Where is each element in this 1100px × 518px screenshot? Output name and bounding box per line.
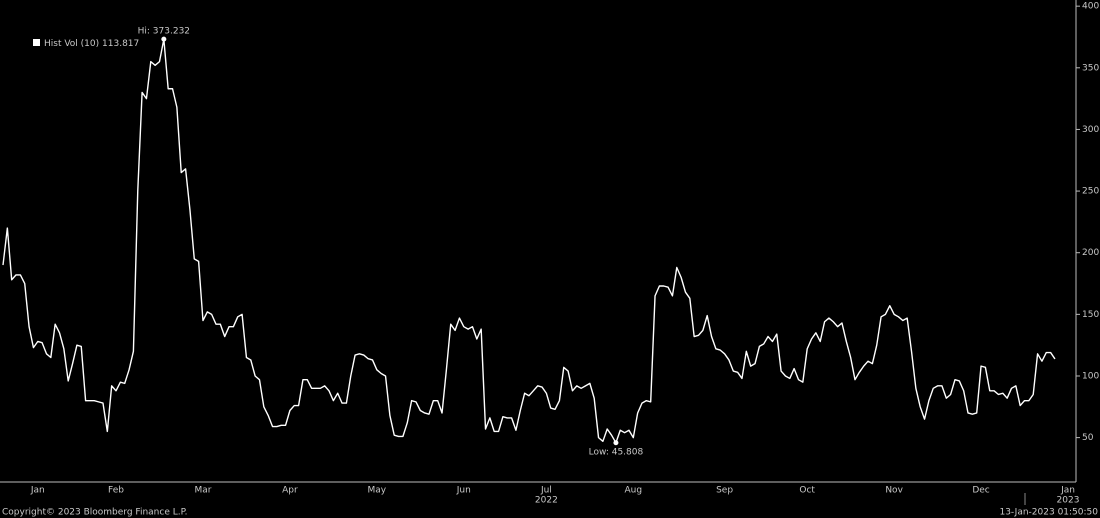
x-tick-label: Oct [799, 486, 815, 496]
legend-label: Hist Vol (10) 113.817 [44, 39, 139, 49]
x-tick-label: Dec [972, 486, 989, 496]
x-tick-label: Apr [282, 486, 298, 496]
high-marker [161, 36, 167, 42]
x-tick-label: Jul [540, 486, 552, 496]
low-marker [613, 440, 619, 446]
x-tick-label: Aug [625, 486, 643, 496]
y-tick-label: 250 [1082, 187, 1099, 197]
year-label: 2023 [1057, 496, 1080, 506]
y-tick-label: 350 [1082, 63, 1099, 73]
y-tick-label: 100 [1082, 371, 1099, 381]
legend-swatch [33, 39, 40, 46]
x-tick-label: Jan [30, 486, 45, 496]
y-tick-label: 150 [1082, 310, 1099, 320]
x-tick-label: May [368, 486, 387, 496]
x-tick-label: Jan [1060, 486, 1075, 496]
legend-box [28, 34, 142, 52]
low-label: Low: 45.808 [589, 447, 644, 457]
legend: Hist Vol (10) 113.817 [28, 34, 142, 52]
y-tick-label: 400 [1082, 2, 1099, 12]
x-tick-label: Sep [716, 486, 733, 496]
series-line [2, 38, 1056, 444]
legend-name: Hist Vol (10) [44, 39, 99, 49]
x-tick-label: Feb [108, 486, 124, 496]
x-tick-label: Jun [456, 486, 471, 496]
x-tick-label: Nov [885, 486, 903, 496]
year-label: 2022 [535, 496, 558, 506]
y-tick-label: 50 [1082, 433, 1094, 443]
high-label: Hi: 373.232 [138, 27, 190, 37]
y-tick-label: 300 [1082, 125, 1099, 135]
y-tick-label: 200 [1082, 248, 1099, 258]
footer-left: Copyright© 2023 Bloomberg Finance L.P. [2, 508, 187, 518]
footer-right: 13-Jan-2023 01:50:50 [999, 508, 1098, 518]
x-tick-label: Mar [194, 486, 211, 496]
legend-value: 113.817 [102, 39, 139, 49]
